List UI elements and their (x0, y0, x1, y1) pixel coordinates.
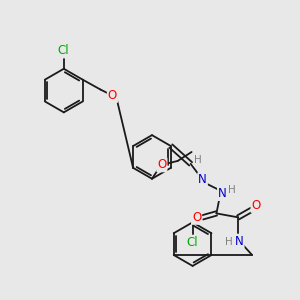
Text: N: N (218, 187, 227, 200)
Text: O: O (108, 89, 117, 102)
Text: H: H (194, 155, 202, 165)
Text: O: O (251, 199, 261, 212)
Text: N: N (235, 235, 244, 248)
Text: Cl: Cl (187, 236, 198, 249)
Text: O: O (157, 158, 167, 171)
Text: N: N (198, 173, 207, 186)
Text: O: O (192, 211, 201, 224)
Text: H: H (228, 184, 236, 195)
Text: Cl: Cl (57, 44, 69, 57)
Text: H: H (225, 237, 233, 247)
